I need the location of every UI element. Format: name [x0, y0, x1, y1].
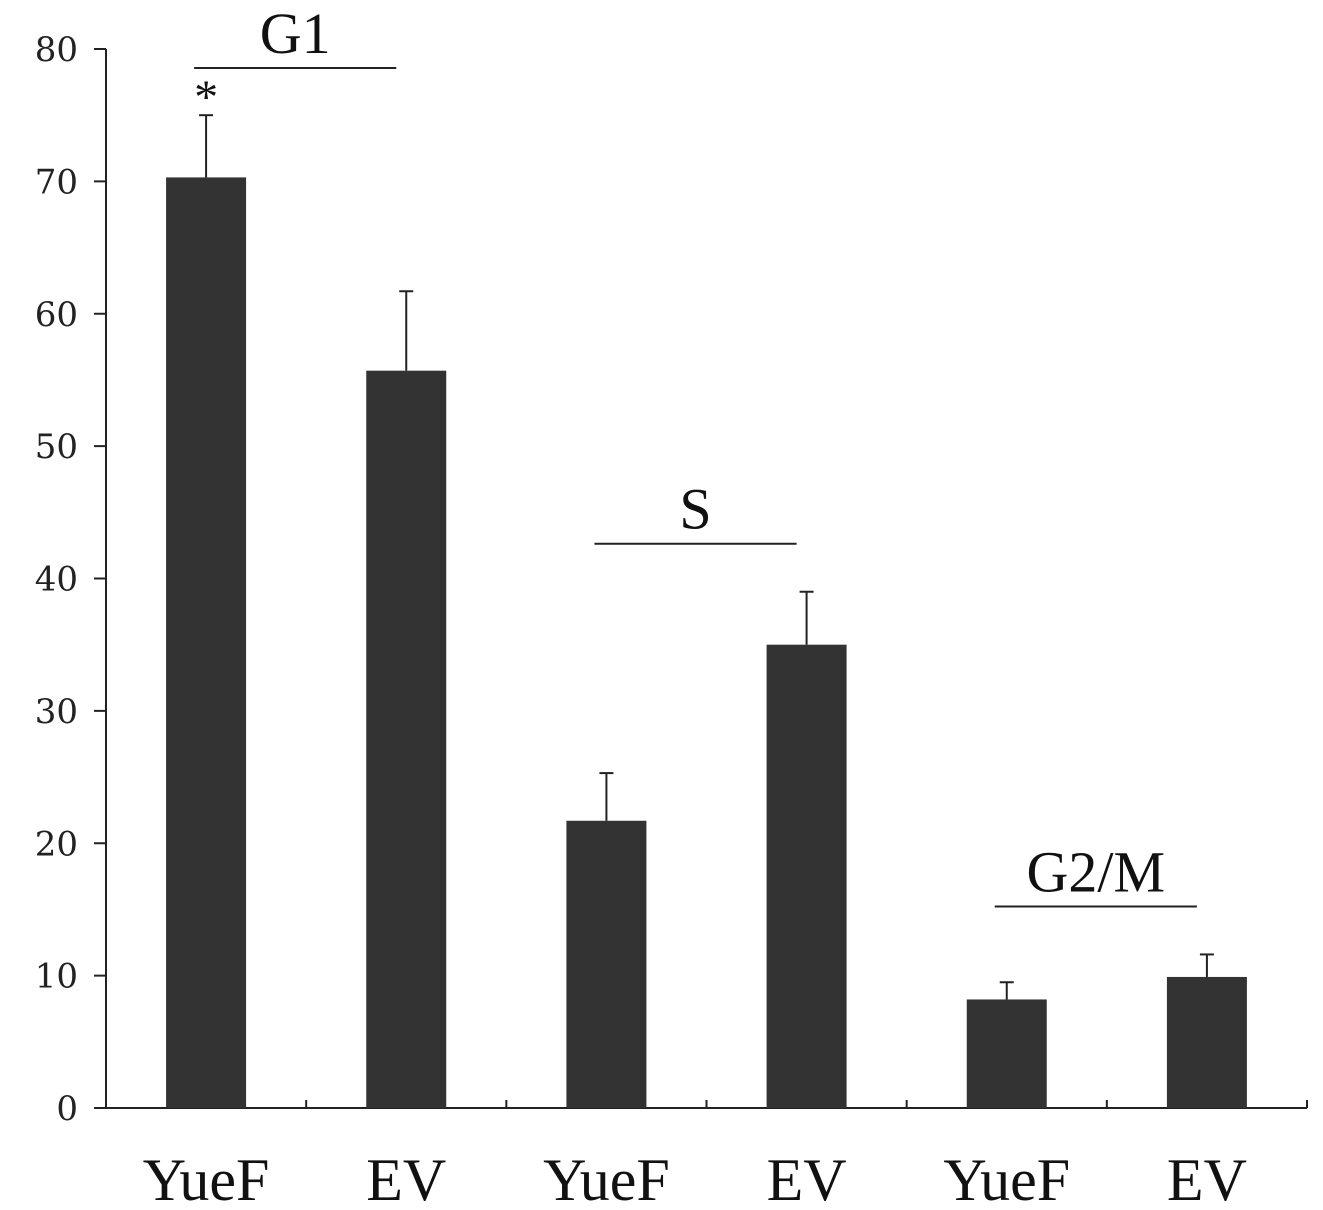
y-tick-label: 0 — [56, 1089, 78, 1129]
x-category-label: EV — [767, 1147, 847, 1210]
y-tick-label: 70 — [35, 162, 78, 202]
bar — [766, 644, 847, 1108]
x-category-label: YueF — [943, 1147, 1070, 1210]
x-category-label: EV — [366, 1147, 446, 1210]
error-bars — [199, 114, 1214, 1000]
y-tick-label: 80 — [35, 30, 78, 70]
significance-marker: * — [194, 71, 218, 124]
x-category-label: YueF — [543, 1147, 670, 1210]
y-tick-label: 50 — [35, 427, 78, 467]
y-tick-label: 60 — [35, 295, 78, 335]
y-tick-label: 20 — [35, 824, 78, 864]
labels: YueF EV YueF EV YueF EV G1 S G2/M * — [143, 1, 1247, 1210]
group-label: G1 — [260, 1, 331, 66]
group-label: S — [679, 477, 711, 542]
bar — [566, 820, 647, 1108]
x-category-label: EV — [1167, 1147, 1247, 1210]
bar — [366, 370, 447, 1108]
y-tick-label: 40 — [35, 560, 78, 600]
group-label: G2/M — [1027, 839, 1166, 904]
y-tick-label: 30 — [35, 692, 78, 732]
bar — [1166, 976, 1247, 1108]
y-tick-label: 10 — [35, 957, 78, 997]
bar — [166, 177, 247, 1108]
bar — [966, 999, 1047, 1108]
x-category-label: YueF — [143, 1147, 270, 1210]
bars — [166, 177, 1247, 1108]
axes: 0 10 20 30 40 50 60 70 80 — [35, 30, 1308, 1129]
